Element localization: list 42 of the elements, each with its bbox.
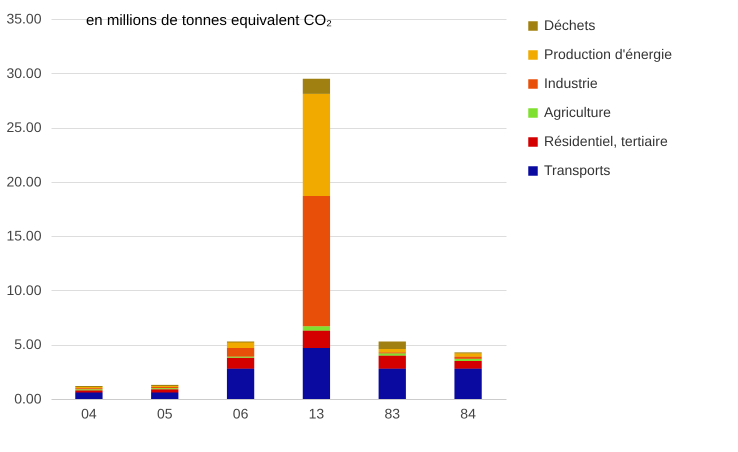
y-tick-label: 30.00: [6, 64, 42, 81]
bar: [378, 353, 406, 356]
bar: [151, 389, 178, 392]
chart-title: en millions de tonnes equivalent CO₂: [86, 12, 332, 29]
bar: [226, 358, 254, 369]
legend-label: Industrie: [544, 75, 598, 91]
legend-label: Production d'énergie: [544, 46, 672, 62]
y-tick-label: 20.00: [6, 173, 42, 190]
bar: [302, 78, 330, 94]
y-tick-label: 5.00: [14, 336, 42, 352]
x-tick-label: 06: [232, 406, 249, 422]
bar: [151, 392, 178, 399]
bar: [454, 361, 482, 369]
bar: [302, 326, 330, 331]
y-tick-label: 0.00: [14, 390, 42, 406]
bar: [302, 94, 330, 196]
x-tick-label: 13: [308, 406, 324, 422]
bar: [454, 353, 482, 357]
y-tick-label: 15.00: [6, 228, 42, 244]
y-tick-label: 35.00: [6, 10, 42, 26]
bar: [226, 342, 254, 348]
bar: [454, 368, 482, 399]
legend-label: Résidentiel, tertiaire: [544, 133, 668, 149]
legend-label: Déchets: [544, 17, 596, 33]
bar: [378, 349, 406, 352]
x-tick-label: 84: [460, 406, 476, 422]
bar: [302, 348, 330, 399]
bar: [302, 196, 330, 326]
bar: [226, 368, 254, 399]
legend-label: Agriculture: [544, 104, 612, 120]
bar: [378, 356, 406, 369]
bar: [378, 341, 406, 350]
bar: [226, 348, 254, 357]
x-tick-label: 04: [81, 406, 97, 422]
legend-label: Transports: [544, 162, 610, 178]
x-tick-label: 83: [384, 406, 400, 422]
bar: [302, 330, 330, 348]
bar: [378, 368, 406, 399]
y-tick-label: 10.00: [6, 282, 42, 298]
bar: [75, 392, 103, 399]
x-tick-label: 05: [156, 406, 173, 422]
y-tick-label: 25.00: [6, 119, 42, 136]
